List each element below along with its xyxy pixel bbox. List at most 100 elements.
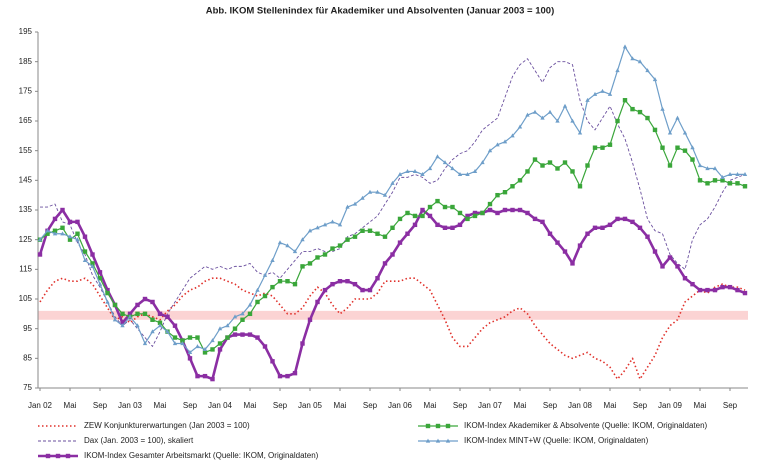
data-point [270,359,275,364]
data-point [112,302,118,308]
data-point [97,281,103,286]
data-point [607,142,613,147]
data-point [165,314,170,319]
data-point [600,88,605,93]
data-point [330,219,335,224]
data-point [52,231,58,236]
data-point [135,302,140,308]
data-point [442,225,448,230]
data-point [300,341,305,346]
data-point [487,207,493,213]
data-point [315,299,320,305]
data-point [427,204,433,210]
data-point [255,299,260,305]
data-point [397,172,403,176]
data-point [135,323,140,328]
data-point [682,276,688,281]
data-point [622,98,628,103]
data-point [120,311,125,317]
data-point [555,166,560,171]
data-point [510,184,515,189]
data-point [420,172,425,176]
data-point [487,201,493,207]
data-point [742,184,748,189]
data-point [232,326,238,331]
data-point [375,189,380,194]
legend-marker [435,423,441,429]
legend-label: Dax (Jan. 2003 = 100), skaliert [84,436,194,445]
data-point [277,240,283,245]
y-tick-label: 105 [19,294,33,303]
data-point [180,341,185,346]
data-point [127,314,133,319]
data-point [120,323,125,328]
data-point [502,207,508,213]
data-point [570,118,575,123]
x-tick-label: Jan 09 [658,401,683,410]
data-point [390,252,395,257]
data-point [645,68,650,73]
data-point [90,263,95,268]
data-point [450,225,455,230]
data-point [592,91,598,96]
x-tick-label: Sep [93,401,108,410]
x-tick-label: Jan 07 [478,401,503,410]
data-point [645,115,650,121]
series-line [39,46,745,353]
data-point [720,174,725,179]
data-point [345,237,350,242]
data-point [675,145,680,150]
data-point [150,299,155,305]
data-point [270,284,275,290]
data-point [97,270,103,275]
data-point [90,261,95,266]
y-tick-label: 185 [19,57,33,66]
data-point [652,127,658,133]
data-point [352,201,358,206]
data-point [127,311,133,317]
legend-label: IKOM-Index MINT+W (Quelle: IKOM, Origina… [464,436,649,445]
x-tick-label: Mai [604,401,617,410]
reference-band [38,310,748,320]
data-point [157,323,163,328]
data-point [135,311,140,317]
data-point [307,228,313,233]
data-point [285,279,290,284]
y-tick-label: 115 [19,264,32,273]
data-point [502,139,508,144]
data-point [112,317,118,322]
y-tick-label: 75 [23,383,32,392]
data-point [577,243,583,248]
data-point [225,323,230,328]
legend-marker [65,453,71,459]
data-point [532,157,538,162]
data-point [727,284,733,290]
data-point [247,332,253,337]
data-point [322,252,328,257]
data-point [502,190,508,195]
data-point [210,376,215,382]
data-point [45,231,50,236]
data-point [97,276,103,281]
data-point [217,341,223,346]
data-point [637,109,643,115]
data-point [705,287,710,293]
data-point [510,207,515,213]
data-point [405,169,410,174]
data-point [435,222,440,228]
data-point [157,320,163,325]
data-point [202,373,208,379]
data-point [420,207,425,213]
data-point [75,237,80,242]
x-tick-label: Mai [334,401,347,410]
data-point [555,240,560,245]
data-point [67,219,73,225]
data-point [540,219,545,225]
data-point [525,169,530,174]
data-point [330,281,335,287]
data-point [517,124,523,129]
data-point [255,335,260,340]
data-point [60,207,65,213]
data-point [450,204,455,210]
chart-title: Abb. IKOM Stellenindex für Akademiker un… [206,6,555,17]
